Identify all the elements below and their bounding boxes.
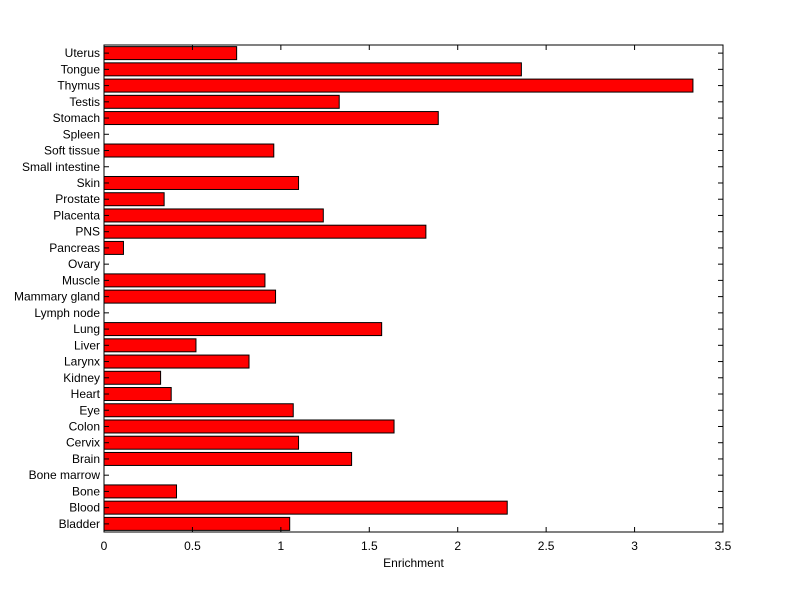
y-tick-label: Colon — [69, 419, 100, 433]
y-tick-label: Eye — [79, 403, 100, 417]
x-tick-label: 1 — [278, 539, 285, 553]
x-axis: 0 0.5 1 1.5 2 2.5 3 3.5 — [101, 45, 732, 553]
bar-bone — [103, 484, 178, 499]
y-tick-label: Small intestine — [22, 160, 100, 174]
x-tick-label: 1.5 — [361, 539, 378, 553]
bar-heart — [103, 387, 172, 402]
bar-eye — [103, 403, 294, 418]
x-tick-label: 3.5 — [715, 539, 732, 553]
x-tick-label: 3 — [631, 539, 638, 553]
y-tick-label: Mammary gland — [14, 290, 100, 304]
y-tick-label: Brain — [72, 452, 100, 466]
y-tick-label: Soft tissue — [44, 144, 100, 158]
bar-prostate — [103, 192, 165, 207]
x-tick-label: 0 — [101, 539, 108, 553]
bar-larynx — [103, 354, 250, 369]
bar-skin — [103, 175, 300, 190]
y-tick-label: Kidney — [63, 371, 100, 385]
x-tick-label: 2.5 — [538, 539, 555, 553]
bar-pns — [103, 224, 427, 239]
bar-lung — [103, 322, 383, 337]
y-tick-label: Spleen — [63, 127, 100, 141]
bar-stomach — [103, 111, 439, 126]
y-tick-label: PNS — [75, 225, 100, 239]
y-tick-label: Lymph node — [34, 306, 100, 320]
y-tick-label: Stomach — [53, 111, 100, 125]
y-tick-label: Ovary — [68, 257, 100, 271]
y-tick-label: Liver — [74, 338, 100, 352]
y-tick-label: Bone marrow — [29, 468, 101, 482]
y-tick-label: Bone — [72, 484, 100, 498]
y-tick-label: Cervix — [66, 436, 100, 450]
x-axis-title: Enrichment — [383, 556, 444, 570]
y-tick-label: Blood — [69, 501, 100, 515]
bar-muscle — [103, 273, 266, 288]
y-tick-label: Thymus — [57, 79, 100, 93]
y-tick-label: Heart — [71, 387, 101, 401]
bar-blood — [103, 500, 508, 515]
y-tick-label: Bladder — [59, 517, 100, 531]
x-tick-label: 2 — [454, 539, 461, 553]
bar-testis — [103, 94, 340, 109]
bar-colon — [103, 419, 395, 434]
y-tick-label: Prostate — [55, 192, 100, 206]
bar-mammary-gland — [103, 289, 277, 304]
bar-tongue — [103, 62, 522, 77]
y-tick-label: Muscle — [62, 273, 100, 287]
y-tick-label: Skin — [77, 176, 100, 190]
bar-bladder — [103, 516, 291, 531]
y-tick-label: Uterus — [65, 46, 100, 60]
y-tick-label: Pancreas — [49, 241, 100, 255]
bar-kidney — [103, 370, 162, 385]
bar-thymus — [103, 78, 694, 93]
y-tick-label: Larynx — [64, 355, 100, 369]
y-tick-label: Lung — [73, 322, 100, 336]
plot-frame — [103, 44, 724, 533]
y-axis: Bladder Blood Bone Bone marrow Brain Cervix Co… — [14, 46, 723, 531]
bar-placenta — [103, 208, 324, 223]
bar-cervix — [103, 435, 300, 450]
plot-area — [104, 45, 723, 532]
y-tick-label: Placenta — [53, 208, 100, 222]
bar-uterus — [103, 46, 238, 61]
y-tick-label: Tongue — [61, 62, 101, 76]
bar-brain — [103, 451, 353, 466]
y-tick-label: Testis — [69, 95, 100, 109]
bar-liver — [103, 338, 197, 353]
bar-soft-tissue — [103, 143, 275, 158]
x-tick-label: 0.5 — [184, 539, 201, 553]
